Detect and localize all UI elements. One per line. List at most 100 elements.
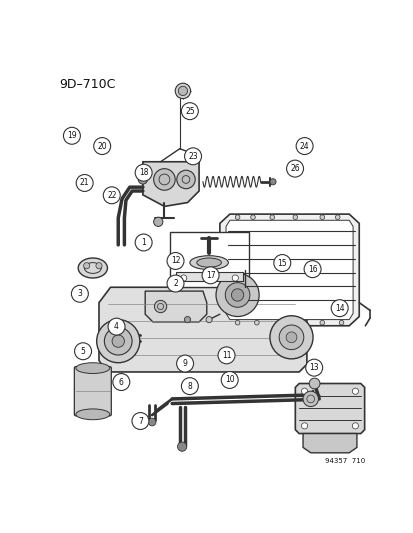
Circle shape: [218, 347, 235, 364]
Circle shape: [176, 355, 193, 372]
Circle shape: [132, 413, 149, 430]
Circle shape: [181, 378, 198, 394]
Text: 8: 8: [187, 382, 192, 391]
Circle shape: [286, 160, 303, 177]
Circle shape: [184, 317, 190, 322]
Circle shape: [319, 320, 324, 325]
Text: 23: 23: [188, 152, 197, 161]
Circle shape: [309, 378, 319, 389]
Text: 19: 19: [67, 131, 76, 140]
Circle shape: [180, 275, 186, 281]
Circle shape: [74, 343, 91, 360]
Circle shape: [166, 275, 183, 292]
Circle shape: [93, 138, 110, 155]
Circle shape: [351, 388, 358, 394]
Circle shape: [335, 215, 339, 220]
Circle shape: [153, 168, 175, 190]
Circle shape: [138, 175, 147, 184]
Text: 3: 3: [77, 289, 82, 298]
Text: 22: 22: [107, 191, 116, 200]
Ellipse shape: [190, 256, 228, 270]
Polygon shape: [169, 232, 249, 287]
Circle shape: [83, 263, 90, 269]
Text: 11: 11: [221, 351, 231, 360]
Circle shape: [103, 187, 120, 204]
Text: 2: 2: [173, 279, 178, 288]
Ellipse shape: [76, 363, 109, 374]
Polygon shape: [176, 272, 242, 281]
Circle shape: [97, 320, 140, 363]
Text: 21: 21: [80, 179, 89, 188]
Circle shape: [338, 320, 343, 325]
Polygon shape: [225, 220, 352, 320]
Polygon shape: [294, 384, 364, 433]
Circle shape: [216, 273, 259, 317]
Circle shape: [254, 320, 259, 325]
Text: 10: 10: [224, 375, 234, 384]
Circle shape: [278, 325, 303, 350]
Text: 14: 14: [334, 304, 344, 313]
Circle shape: [181, 103, 198, 119]
Circle shape: [112, 335, 124, 348]
Text: 9: 9: [182, 359, 187, 368]
Circle shape: [221, 372, 237, 389]
Circle shape: [71, 285, 88, 302]
Circle shape: [235, 215, 239, 220]
Circle shape: [269, 215, 274, 220]
Text: 12: 12: [170, 256, 180, 265]
Circle shape: [235, 320, 239, 325]
Text: 24: 24: [299, 142, 309, 150]
Circle shape: [269, 179, 275, 185]
Circle shape: [175, 83, 190, 99]
Text: 17: 17: [205, 271, 215, 280]
Circle shape: [184, 148, 201, 165]
Text: 94357  710: 94357 710: [324, 458, 365, 464]
Text: 18: 18: [138, 168, 148, 177]
Ellipse shape: [76, 409, 109, 419]
Polygon shape: [219, 214, 358, 326]
Circle shape: [301, 423, 307, 429]
Text: 1: 1: [141, 238, 146, 247]
Circle shape: [285, 332, 296, 343]
Circle shape: [305, 359, 322, 376]
Circle shape: [96, 263, 102, 269]
Circle shape: [135, 164, 152, 181]
Ellipse shape: [78, 258, 107, 278]
Circle shape: [232, 275, 238, 281]
Polygon shape: [145, 291, 206, 322]
Circle shape: [176, 170, 195, 189]
Circle shape: [104, 327, 132, 355]
Polygon shape: [99, 287, 306, 372]
Circle shape: [295, 138, 312, 155]
Circle shape: [135, 234, 152, 251]
Circle shape: [301, 388, 307, 394]
Circle shape: [154, 301, 166, 313]
Text: 6: 6: [119, 377, 123, 386]
Polygon shape: [302, 433, 356, 453]
Circle shape: [63, 127, 80, 144]
Circle shape: [166, 253, 183, 269]
Circle shape: [153, 217, 162, 227]
Circle shape: [225, 282, 249, 308]
Circle shape: [273, 255, 290, 271]
Circle shape: [351, 423, 358, 429]
Circle shape: [302, 391, 318, 407]
Text: 26: 26: [290, 164, 299, 173]
Circle shape: [231, 289, 243, 301]
Circle shape: [177, 442, 186, 451]
Circle shape: [304, 261, 320, 278]
Ellipse shape: [196, 258, 221, 267]
Circle shape: [206, 317, 212, 322]
Circle shape: [319, 215, 324, 220]
Polygon shape: [142, 161, 199, 206]
Circle shape: [292, 215, 297, 220]
Text: 25: 25: [185, 107, 194, 116]
Text: 16: 16: [307, 265, 317, 273]
Text: 7: 7: [138, 416, 142, 425]
Text: 20: 20: [97, 142, 107, 150]
Circle shape: [202, 267, 218, 284]
Circle shape: [108, 318, 125, 335]
Text: 5: 5: [81, 347, 85, 356]
Text: 9D–710C: 9D–710C: [59, 78, 115, 91]
Text: 13: 13: [309, 363, 318, 372]
